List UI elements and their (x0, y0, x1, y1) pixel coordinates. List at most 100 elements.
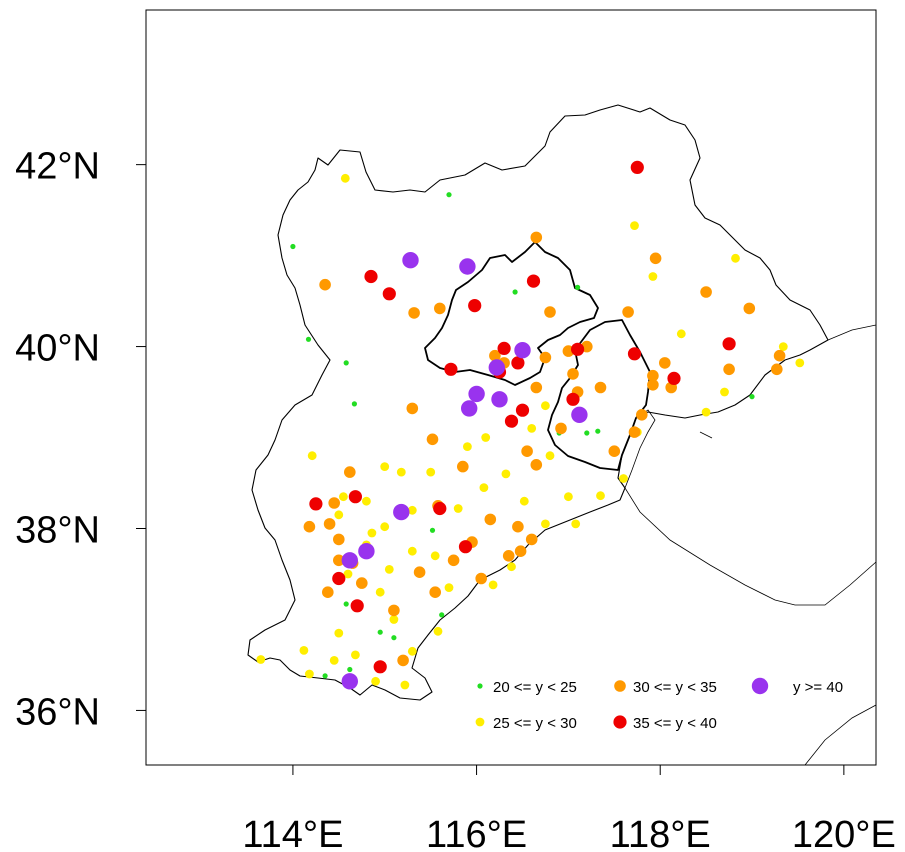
legend-label: 20 <= y < 25 (493, 679, 577, 696)
station-point (622, 306, 634, 318)
station-point (332, 571, 346, 586)
station-points (256, 160, 805, 690)
station-point (429, 586, 442, 598)
station-point (433, 501, 447, 516)
station-point (539, 351, 552, 364)
coastline-island (699, 431, 713, 439)
station-point (502, 550, 515, 562)
station-point (343, 601, 349, 607)
station-point (722, 337, 736, 351)
station-point (627, 347, 642, 361)
legend-label: y >= 40 (793, 679, 843, 696)
station-point (584, 430, 590, 436)
station-point (351, 650, 360, 660)
station-point (481, 433, 491, 442)
station-point (373, 660, 387, 674)
station-point (527, 424, 537, 433)
station-point (434, 302, 446, 315)
station-point (567, 368, 579, 380)
station-point (771, 363, 783, 376)
station-point (519, 496, 529, 506)
legend-label: 30 <= y < 35 (633, 679, 717, 696)
station-point (514, 342, 531, 359)
station-point (323, 518, 336, 530)
station-point (329, 656, 339, 665)
station-point (596, 491, 605, 501)
station-point (647, 369, 659, 382)
station-point (344, 466, 356, 478)
station-point (507, 562, 516, 572)
y-tick-label: 38°N (15, 509, 100, 551)
station-point (463, 442, 472, 451)
station-point (343, 360, 349, 366)
station-point (407, 646, 417, 656)
station-point (795, 358, 805, 368)
station-point (429, 527, 436, 533)
station-point (413, 566, 426, 578)
station-point (521, 445, 533, 458)
station-point (453, 504, 463, 513)
station-point (384, 565, 394, 574)
station-point (408, 307, 420, 319)
station-point (334, 628, 344, 638)
station-point (515, 403, 530, 417)
station-point (667, 371, 681, 385)
station-point (406, 402, 419, 415)
beijing-boundary (424, 241, 599, 386)
station-point (555, 422, 567, 435)
station-point (444, 583, 454, 592)
station-point (375, 587, 385, 597)
hebei-boundary (247, 104, 829, 701)
y-tick-label: 40°N (15, 328, 100, 370)
station-point (309, 497, 323, 511)
station-point (328, 497, 341, 509)
station-point (628, 426, 641, 438)
station-point (380, 522, 390, 532)
station-point (305, 336, 312, 342)
station-point (364, 269, 378, 284)
station-point (447, 554, 460, 567)
station-point (367, 528, 377, 538)
station-point (659, 357, 671, 369)
station-point (512, 289, 518, 295)
station-point (388, 604, 400, 617)
station-point (458, 540, 473, 554)
station-point (400, 680, 410, 690)
station-point (439, 612, 445, 618)
station-point (351, 401, 357, 407)
map-boundaries (247, 104, 877, 766)
station-point (594, 381, 607, 394)
station-point (397, 654, 409, 667)
station-point (749, 394, 755, 400)
station-point (362, 496, 371, 506)
station-point (479, 483, 489, 492)
station-point (377, 629, 383, 635)
coastline-bohai-north (827, 324, 877, 341)
station-point (382, 287, 396, 301)
station-point (525, 533, 538, 546)
station-point (501, 469, 511, 479)
station-point (307, 451, 317, 461)
station-point (358, 543, 375, 560)
station-point (773, 349, 786, 362)
station-point (489, 349, 501, 362)
station-point (389, 615, 399, 624)
station-point (475, 572, 488, 585)
station-point (720, 387, 729, 397)
station-point (545, 451, 555, 461)
station-point (468, 385, 485, 403)
station-point (407, 546, 417, 556)
station-point (571, 406, 588, 423)
station-point (636, 409, 648, 421)
station-point (356, 577, 368, 589)
station-point (541, 401, 550, 411)
axis-labels: 114°E 116°E 118°E 120°E 42°N 40°N 38°N 36°N (15, 146, 896, 852)
station-point (299, 646, 309, 655)
legend-marker (613, 715, 627, 729)
coastline-south (804, 704, 877, 766)
station-point (731, 253, 740, 263)
station-point (339, 492, 348, 502)
station-point (484, 513, 497, 526)
station-point (391, 635, 397, 641)
